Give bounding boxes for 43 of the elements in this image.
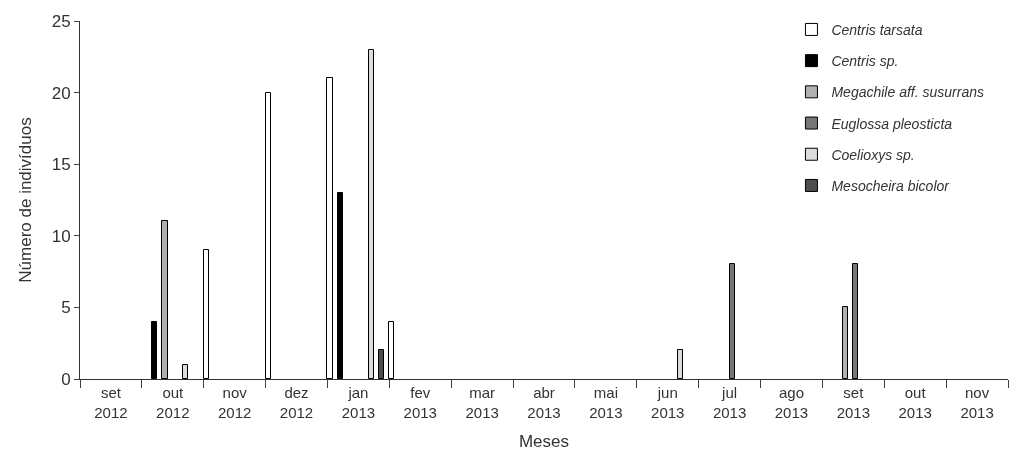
bar [203,249,209,379]
x-tick-label: fev 2013 [403,384,437,421]
bar [852,263,858,379]
x-tick-label: jun 2013 [651,384,685,421]
bar [161,220,168,379]
legend-label: Coelioxys sp. [831,146,915,163]
x-tick-label: out 2013 [898,384,932,421]
legend-label: Centris sp. [831,53,899,70]
x-tick-label: jan 2013 [341,384,376,421]
x-tick-label: mai 2013 [589,384,623,421]
y-tick-label: 15 [51,155,71,175]
x-tick-label: set 2012 [94,384,128,421]
y-tick-label: 20 [51,83,71,103]
y-tick-label: 25 [51,11,71,31]
legend-label: Euglossa pleosticta [831,115,953,132]
x-tick-label: ago 2013 [774,384,809,421]
x-tick-label: mar 2013 [465,384,499,421]
bar [151,321,157,379]
y-tick-label: 0 [61,369,71,389]
bar [265,92,271,379]
legend-label: Megachile aff. susurrans [831,84,984,101]
x-tick-label: nov 2012 [217,384,252,421]
x-tick-label: out 2012 [156,384,190,421]
y-tick-label: 5 [61,298,71,318]
bar [729,263,735,379]
x-tick-label: set 2013 [836,384,871,421]
bar [378,349,384,379]
bar [388,321,394,379]
x-axis-title: Meses [518,431,570,451]
y-axis-title: Número de indivíduos [16,117,36,283]
bar [677,349,683,379]
legend-label: Mesocheira bicolor [831,177,951,194]
bar [337,192,343,379]
bar [326,77,333,379]
x-tick-label: dez 2012 [279,384,314,421]
x-tick-label: nov 2013 [960,384,994,421]
y-tick-label: 10 [51,226,71,246]
x-tick-label: abr 2013 [527,384,561,421]
bar [842,306,848,379]
legend-label: Centris tarsata [831,21,923,38]
bar [182,364,188,379]
bar [368,49,374,379]
x-tick-label: jul 2013 [712,384,747,421]
